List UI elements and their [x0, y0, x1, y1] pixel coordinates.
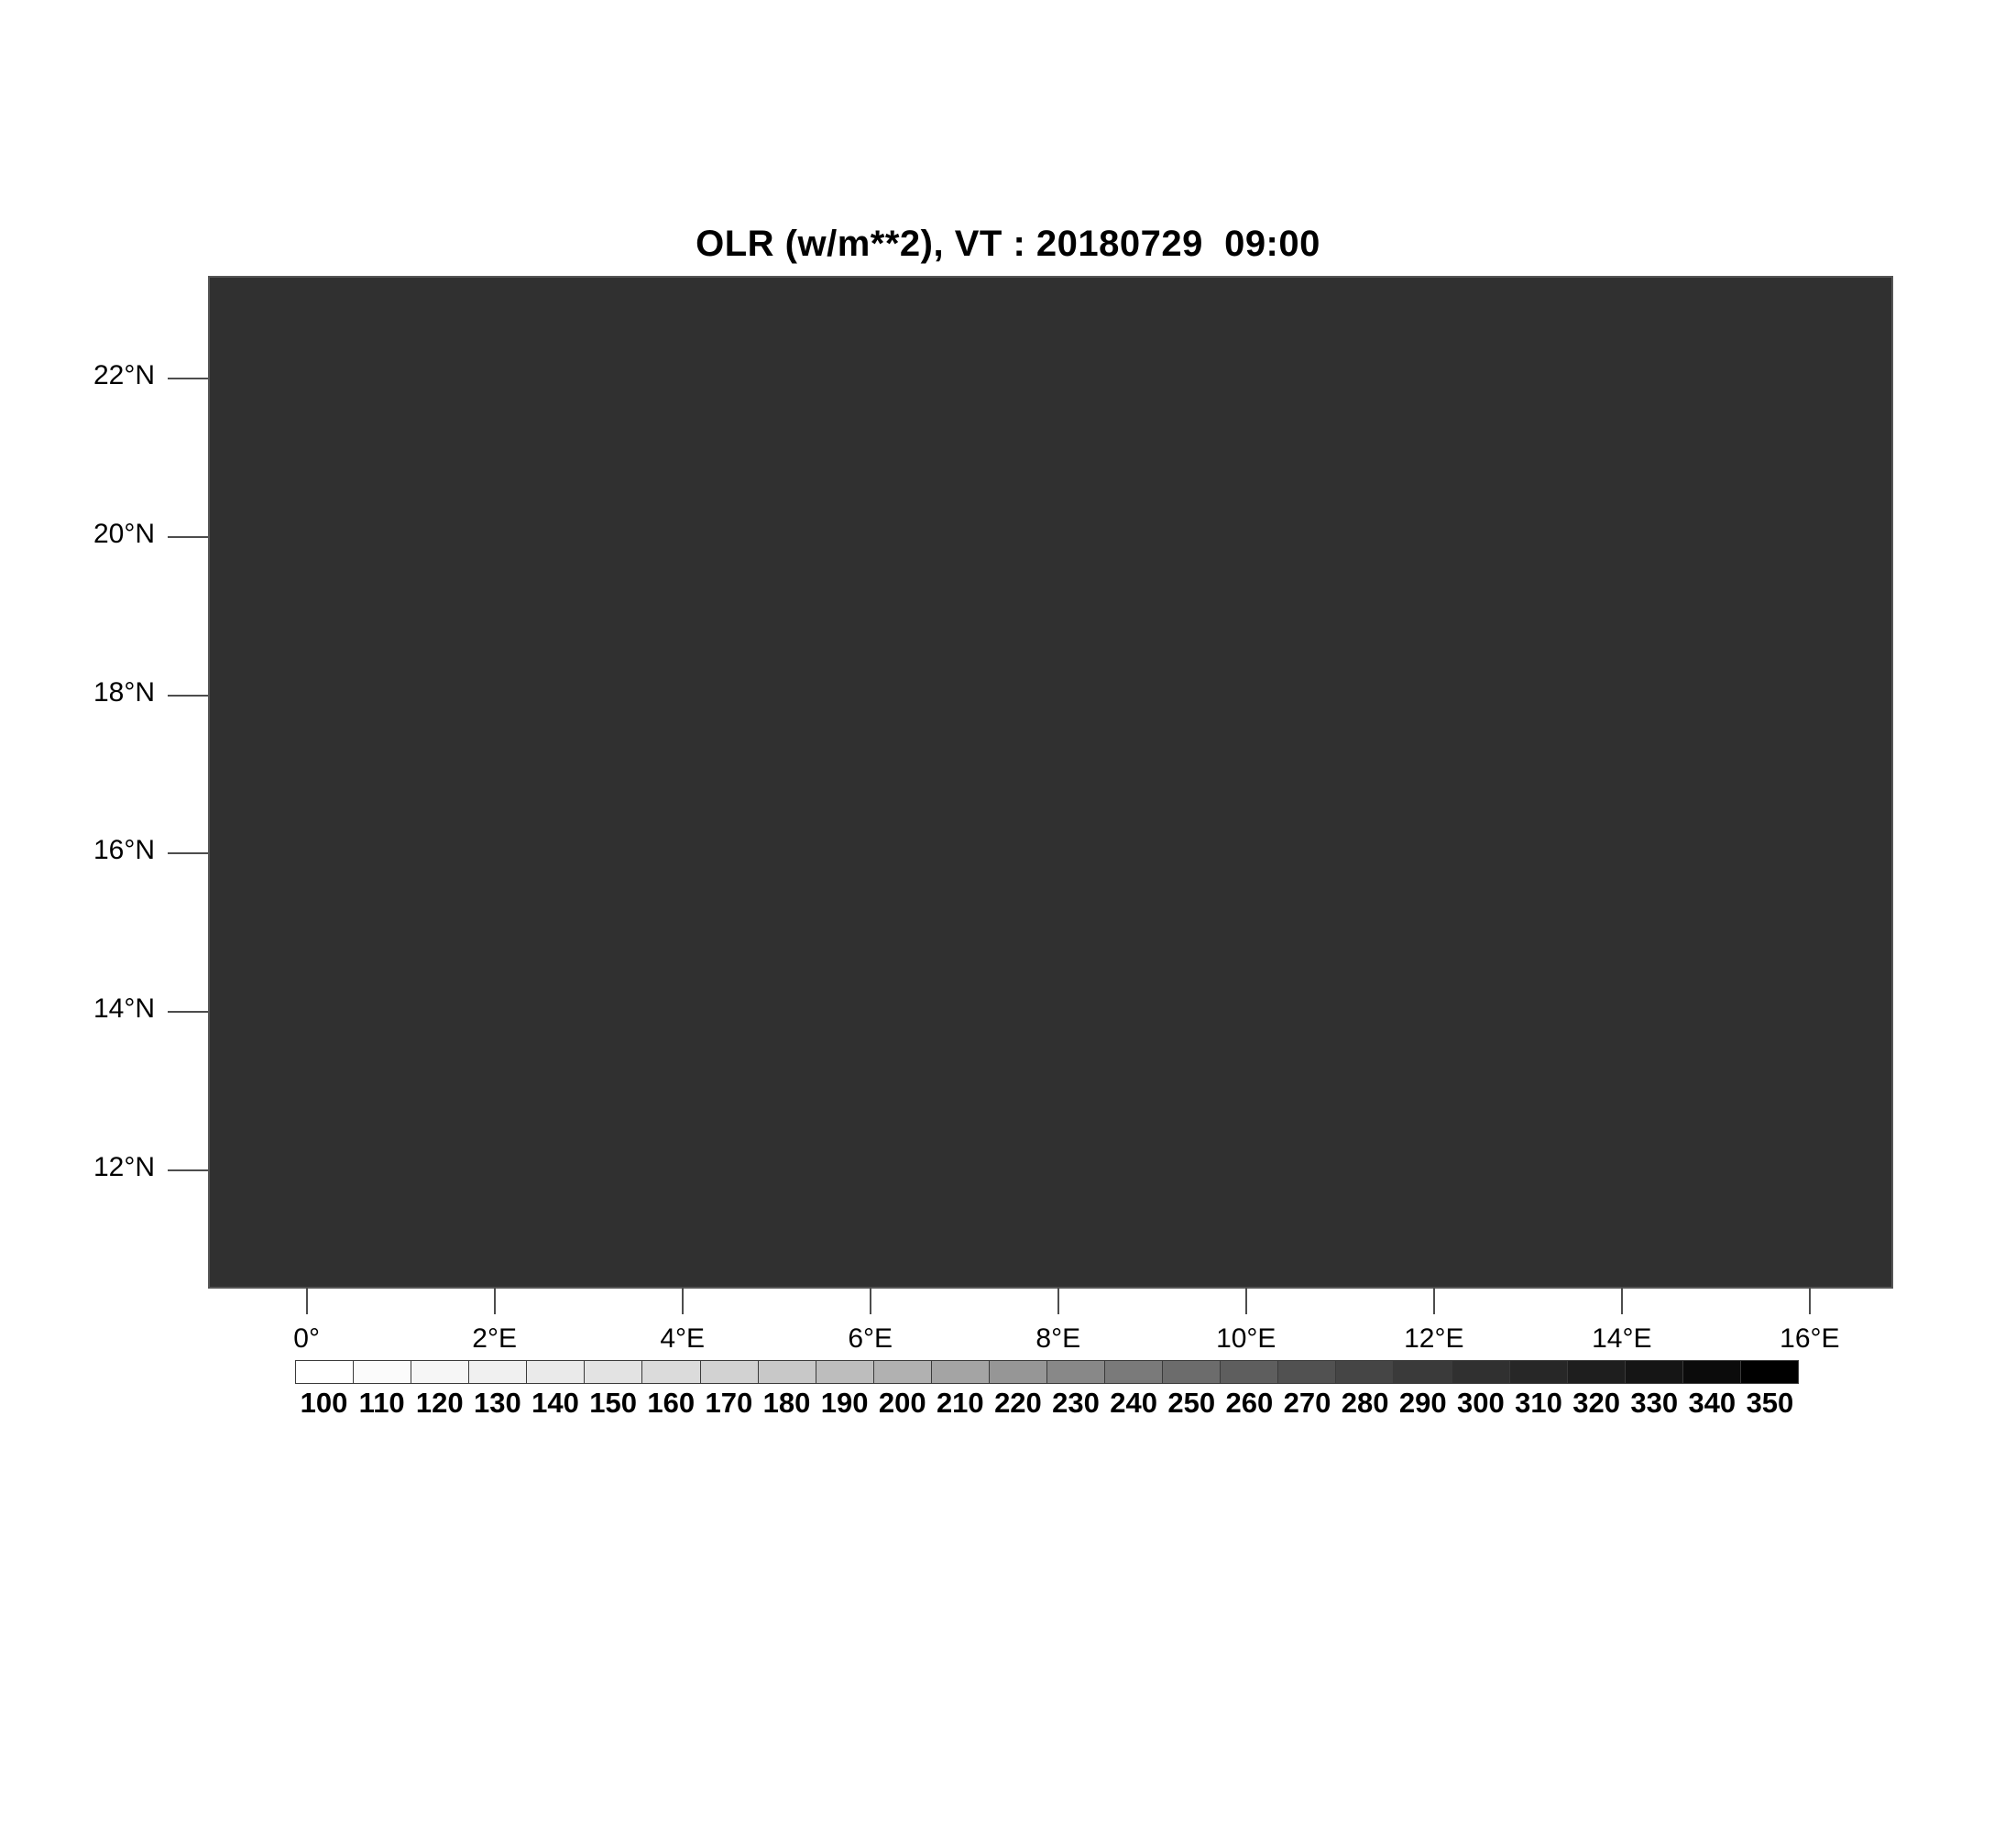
latitude-tick-mark: [168, 1011, 208, 1014]
longitude-tick-mark: [493, 1287, 496, 1314]
map-plot-area: [208, 276, 1893, 1289]
colorbar-cell: [296, 1361, 355, 1383]
colorbar-cell: [642, 1361, 701, 1383]
colorbar-tick-label: 250: [1167, 1387, 1216, 1419]
longitude-tick-mark: [1057, 1287, 1059, 1314]
colorbar-tick-label: 350: [1746, 1387, 1794, 1419]
colorbar-tick-label: 140: [531, 1387, 579, 1419]
longitude-tick-label: 4°E: [660, 1323, 706, 1354]
colorbar: [295, 1360, 1799, 1384]
colorbar-tick-label: 260: [1225, 1387, 1274, 1419]
olr-raster-field: [210, 278, 1891, 1287]
colorbar-tick-label: 270: [1283, 1387, 1331, 1419]
colorbar-cell: [1105, 1361, 1164, 1383]
colorbar-cell: [1047, 1361, 1106, 1383]
latitude-tick-mark: [168, 535, 208, 538]
latitude-tick-label: 16°N: [93, 835, 155, 866]
longitude-tick-label: 8°E: [1035, 1323, 1081, 1354]
colorbar-cell: [1682, 1361, 1741, 1383]
colorbar-tick-label: 190: [820, 1387, 869, 1419]
colorbar-tick-label: 100: [300, 1387, 348, 1419]
colorbar-tick-label: 120: [415, 1387, 464, 1419]
colorbar-tick-label: 150: [589, 1387, 637, 1419]
colorbar-tick-label: 340: [1688, 1387, 1737, 1419]
colorbar-cell: [1278, 1361, 1337, 1383]
longitude-tick-label: 2°E: [472, 1323, 517, 1354]
colorbar-tick-label: 290: [1398, 1387, 1447, 1419]
colorbar-tick-label: 330: [1630, 1387, 1679, 1419]
colorbar-tick-labels: 100 110 120 130 140 150 160 170 180 190 200 210 220 2…: [295, 1387, 1799, 1427]
colorbar-cell: [700, 1361, 759, 1383]
longitude-tick-label: 10°E: [1216, 1323, 1276, 1354]
longitude-tick-mark: [1620, 1287, 1623, 1314]
longitude-tick-mark: [1432, 1287, 1435, 1314]
colorbar-cell: [1567, 1361, 1626, 1383]
latitude-tick-label: 14°N: [93, 993, 155, 1025]
longitude-tick-label: 12°E: [1404, 1323, 1464, 1354]
colorbar-cell: [469, 1361, 528, 1383]
latitude-tick-label: 20°N: [93, 518, 155, 549]
latitude-tick-mark: [168, 1169, 208, 1171]
colorbar-tick-label: 320: [1572, 1387, 1620, 1419]
latitude-tick-label: 18°N: [93, 676, 155, 708]
colorbar-tick-label: 210: [936, 1387, 984, 1419]
longitude-tick-mark: [1244, 1287, 1247, 1314]
colorbar-cell: [527, 1361, 586, 1383]
longitude-tick-mark: [305, 1287, 308, 1314]
colorbar-cell: [989, 1361, 1048, 1383]
latitude-tick-mark: [168, 378, 208, 380]
olr-raster-canvas: [210, 278, 1891, 1287]
colorbar-cell: [585, 1361, 643, 1383]
colorbar-cell: [411, 1361, 470, 1383]
colorbar-tick-label: 170: [705, 1387, 753, 1419]
colorbar-tick-label: 200: [878, 1387, 926, 1419]
colorbar-cell: [1163, 1361, 1222, 1383]
colorbar-tick-label: 300: [1456, 1387, 1505, 1419]
colorbar-cell: [816, 1361, 874, 1383]
longitude-tick-mark: [1808, 1287, 1811, 1314]
colorbar-tick-label: 130: [474, 1387, 521, 1419]
colorbar-cell: [1740, 1361, 1799, 1383]
latitude-tick-label: 22°N: [93, 360, 155, 391]
colorbar-cell: [1625, 1361, 1683, 1383]
colorbar-cell: [1394, 1361, 1452, 1383]
latitude-tick-mark: [168, 852, 208, 855]
longitude-tick-mark: [681, 1287, 684, 1314]
longitude-tick-label: 6°E: [848, 1323, 893, 1354]
colorbar-tick-label: 310: [1515, 1387, 1562, 1419]
colorbar-cell: [1509, 1361, 1568, 1383]
colorbar-tick-label: 220: [994, 1387, 1042, 1419]
colorbar-tick-label: 180: [762, 1387, 811, 1419]
colorbar-tick-label: 110: [358, 1387, 405, 1419]
page-title: OLR (w/m**2), VT : 20180729 09:00: [696, 224, 1320, 264]
colorbar-cell: [758, 1361, 816, 1383]
colorbar-cell: [1336, 1361, 1395, 1383]
colorbar-cell: [1221, 1361, 1279, 1383]
latitude-tick-mark: [168, 694, 208, 697]
colorbar-cell: [931, 1361, 990, 1383]
colorbar-cell: [873, 1361, 932, 1383]
latitude-tick-label: 12°N: [93, 1151, 155, 1182]
colorbar-cell: [1452, 1361, 1510, 1383]
longitude-tick-label: 0°: [293, 1323, 320, 1354]
longitude-tick-mark: [869, 1287, 871, 1314]
longitude-tick-label: 16°E: [1780, 1323, 1840, 1354]
colorbar-tick-label: 160: [647, 1387, 696, 1419]
colorbar-tick-label: 280: [1341, 1387, 1389, 1419]
colorbar-cell: [354, 1361, 412, 1383]
colorbar-tick-label: 240: [1110, 1387, 1158, 1419]
colorbar-tick-label: 230: [1052, 1387, 1100, 1419]
longitude-tick-label: 14°E: [1592, 1323, 1652, 1354]
